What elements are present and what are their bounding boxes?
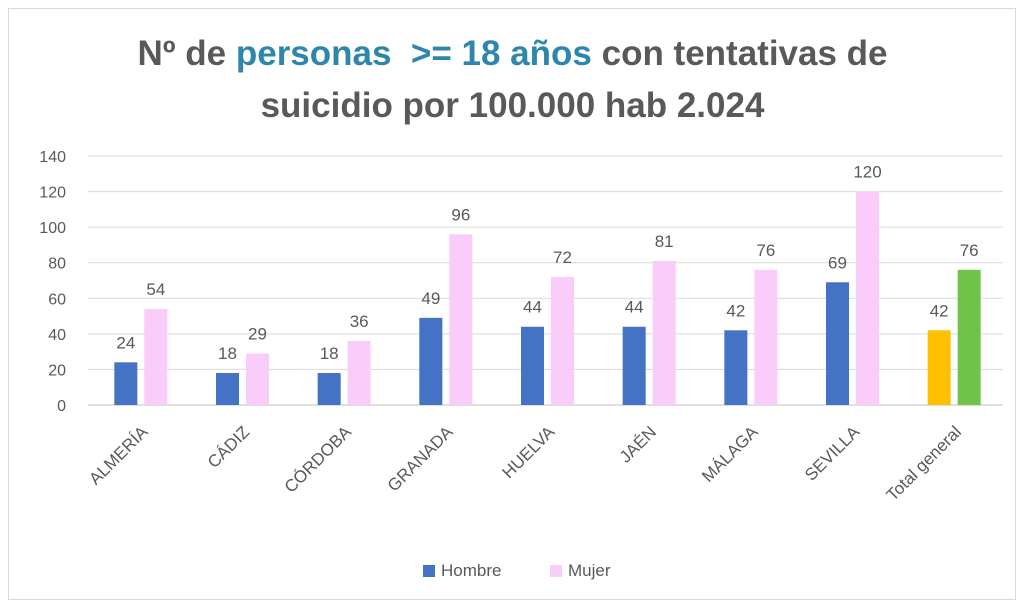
bar-hombre bbox=[114, 362, 138, 405]
x-category-label: CÓRDOBA bbox=[281, 422, 356, 497]
bar-hombre bbox=[419, 317, 443, 405]
chart-title-line-2: suicidio por 100.000 hab 2.024 bbox=[260, 86, 765, 125]
bar-hombre bbox=[521, 326, 544, 405]
title-text-1: Nº de bbox=[137, 34, 236, 73]
y-tick-label: 140 bbox=[39, 149, 66, 166]
y-tick-label: 100 bbox=[39, 220, 66, 237]
bar-hombre bbox=[826, 282, 849, 405]
bar-mujer bbox=[144, 308, 168, 405]
title-highlight-2: >= 18 años bbox=[410, 34, 592, 73]
y-tick-label: 120 bbox=[39, 185, 66, 202]
data-label: 69 bbox=[828, 253, 847, 272]
bar-hombre bbox=[317, 372, 341, 405]
y-tick-label: 60 bbox=[48, 291, 66, 308]
data-label: 18 bbox=[320, 344, 339, 363]
data-label: 36 bbox=[350, 312, 369, 331]
bar-hombre bbox=[724, 330, 748, 405]
data-label: 42 bbox=[930, 301, 949, 320]
data-label: 96 bbox=[451, 205, 470, 224]
data-label: 44 bbox=[523, 298, 542, 317]
bar-mujer bbox=[551, 276, 574, 405]
bar-mujer bbox=[652, 260, 676, 405]
data-label: 120 bbox=[853, 163, 881, 182]
data-label: 44 bbox=[625, 298, 644, 317]
bar-mujer bbox=[246, 353, 269, 405]
x-category-label: ALMERÍA bbox=[85, 422, 152, 489]
bar-mujer bbox=[449, 234, 473, 405]
bar-hombre bbox=[622, 326, 646, 405]
legend-swatch-hombre bbox=[423, 565, 435, 577]
data-label: 76 bbox=[960, 241, 979, 260]
data-label: 49 bbox=[421, 289, 440, 308]
legend-swatch-mujer bbox=[550, 565, 562, 577]
data-label: 18 bbox=[218, 344, 237, 363]
x-category-label: MÁLAGA bbox=[698, 422, 762, 486]
title-text-3: con tentativas de bbox=[591, 34, 888, 73]
y-tick-label: 80 bbox=[48, 256, 66, 273]
x-category-label: GRANADA bbox=[384, 422, 457, 495]
x-category-label: HUELVA bbox=[499, 422, 559, 482]
bar-mujer bbox=[957, 269, 981, 405]
bar-mujer bbox=[856, 191, 879, 405]
y-tick-label: 0 bbox=[57, 398, 66, 415]
x-category-label: JAÉN bbox=[616, 422, 660, 466]
data-label: 54 bbox=[146, 280, 165, 299]
data-label: 29 bbox=[248, 324, 267, 343]
data-label: 42 bbox=[726, 301, 745, 320]
y-tick-label: 20 bbox=[48, 362, 66, 379]
chart-title: Nº de personas >= 18 años con tentativas… bbox=[0, 28, 1025, 132]
title-highlight-1: personas bbox=[235, 34, 392, 73]
x-category-label: SEVILLA bbox=[801, 422, 864, 485]
y-tick-label: 40 bbox=[48, 327, 66, 344]
legend-label-hombre: Hombre bbox=[441, 561, 501, 580]
x-category-label: CÁDIZ bbox=[204, 422, 253, 471]
data-label: 76 bbox=[756, 241, 775, 260]
chart-title-line-1: Nº de personas >= 18 años con tentativas… bbox=[0, 28, 1025, 80]
bar-hombre bbox=[216, 372, 239, 405]
bar-hombre bbox=[927, 330, 951, 405]
data-label: 81 bbox=[655, 232, 674, 251]
bar-mujer bbox=[347, 340, 371, 405]
data-label: 72 bbox=[553, 248, 572, 267]
x-category-label: Total general bbox=[883, 422, 965, 504]
legend-label-mujer: Mujer bbox=[568, 561, 611, 580]
bar-mujer bbox=[754, 269, 778, 405]
data-label: 24 bbox=[116, 333, 135, 352]
